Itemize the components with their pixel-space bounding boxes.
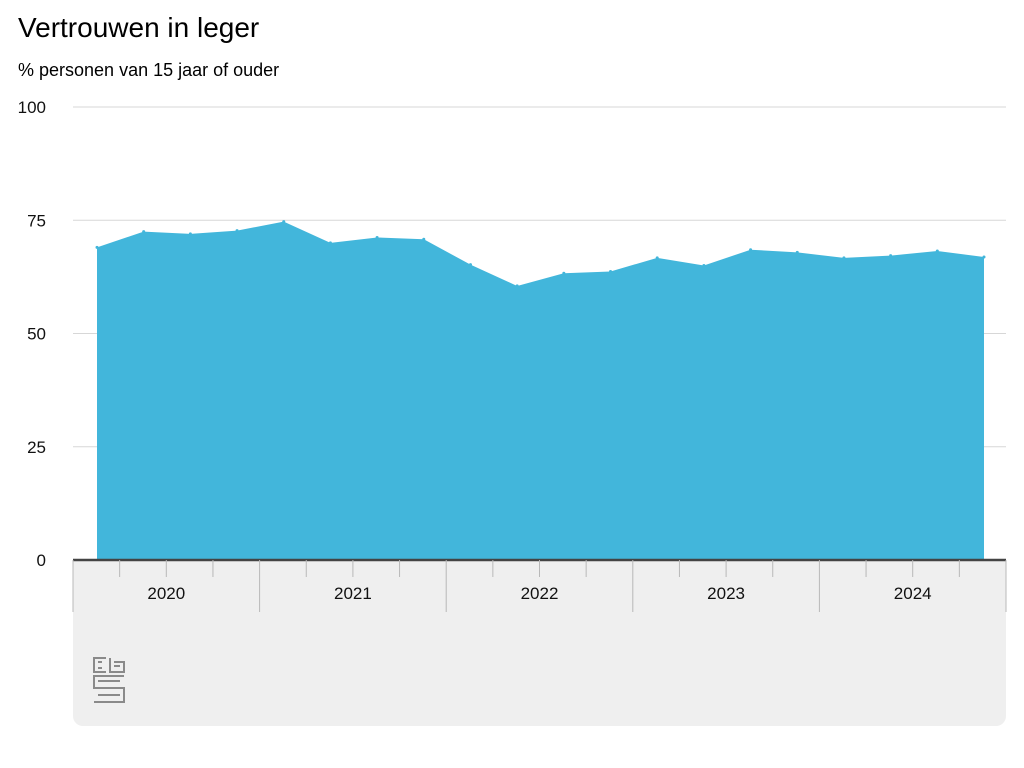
data-point bbox=[375, 235, 379, 239]
chart-title: Vertrouwen in leger bbox=[18, 12, 260, 43]
data-point bbox=[842, 256, 846, 260]
area-series bbox=[95, 220, 986, 561]
x-axis-panel bbox=[73, 560, 1006, 726]
x-tick-label-2023: 2023 bbox=[707, 584, 745, 603]
y-tick-label-75: 75 bbox=[27, 211, 46, 230]
data-point bbox=[795, 250, 799, 254]
data-point bbox=[935, 249, 939, 253]
data-point bbox=[188, 232, 192, 236]
data-point bbox=[655, 256, 659, 260]
data-point bbox=[235, 229, 239, 233]
y-tick-label-50: 50 bbox=[27, 325, 46, 344]
y-axis: 0 25 50 75 100 bbox=[18, 98, 46, 570]
chart-subtitle: % personen van 15 jaar of ouder bbox=[18, 60, 280, 80]
data-point bbox=[982, 255, 986, 259]
data-point bbox=[142, 230, 146, 234]
area-series-fill bbox=[97, 221, 984, 561]
data-point bbox=[95, 245, 99, 249]
x-tick-label-2021: 2021 bbox=[334, 584, 372, 603]
cbs-logo-icon bbox=[93, 657, 125, 703]
data-point bbox=[468, 263, 472, 267]
data-point bbox=[889, 254, 893, 258]
data-point bbox=[422, 237, 426, 241]
x-tick-label-2024: 2024 bbox=[894, 584, 932, 603]
x-tick-label-2020: 2020 bbox=[147, 584, 185, 603]
data-point bbox=[515, 284, 519, 288]
data-point bbox=[562, 271, 566, 275]
data-point bbox=[282, 220, 286, 224]
data-point bbox=[702, 264, 706, 268]
x-axis: 2020 2021 2022 2023 2024 bbox=[72, 558, 1007, 612]
x-tick-label-2022: 2022 bbox=[521, 584, 559, 603]
data-point bbox=[609, 269, 613, 273]
data-point bbox=[749, 248, 753, 252]
y-tick-label-100: 100 bbox=[18, 98, 46, 117]
y-tick-label-25: 25 bbox=[27, 438, 46, 457]
data-point bbox=[328, 241, 332, 245]
y-tick-label-0: 0 bbox=[37, 551, 46, 570]
